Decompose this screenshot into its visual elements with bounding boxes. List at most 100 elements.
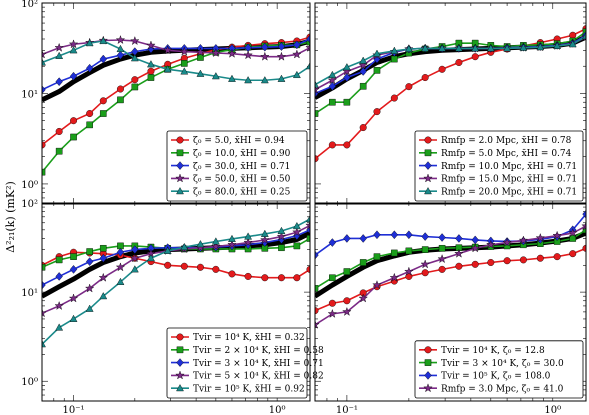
data-point [438,233,446,242]
data-point [553,41,562,49]
data-point [211,241,221,251]
data-point [305,220,310,230]
data-point [277,226,286,234]
data-point [327,308,338,318]
data-point [536,43,545,51]
data-point [343,268,351,275]
data-point [342,63,351,71]
panel-frame [41,2,311,205]
legend-marker [424,161,432,170]
data-point [54,42,64,52]
data-point [163,246,172,254]
data-point [581,221,586,231]
data-point [455,58,463,66]
data-point [84,283,95,293]
legend-marker [424,136,432,144]
data-point [343,234,351,243]
data-point [86,248,93,255]
legend-marker [423,173,433,183]
data-point [315,319,320,329]
panel-frame [41,202,311,402]
data-point [486,44,495,52]
legend-label: Tvir = 3 × 10⁴ K, ζ₀ = 30.0 [441,359,564,369]
data-point [358,293,368,303]
data-point [486,239,496,249]
legend-label: Tvir = 3 × 10⁴ K, x̄HI = 0.71 [193,359,324,369]
data-point [196,69,205,77]
data-point [437,254,447,264]
legend: Rmfp = 2.0 Mpc, x̄HI = 0.78 Rmfp = 5.0 Mp… [414,130,584,202]
data-point [389,272,400,282]
data-point [455,234,463,243]
data-point [552,230,562,240]
data-point [211,237,220,245]
data-point [42,85,46,95]
data-point [131,76,139,84]
data-point [421,232,429,241]
data-point [261,42,269,52]
legend-marker [423,383,433,393]
data-point [117,96,124,104]
data-point [359,83,367,90]
legend-marker [176,333,184,341]
data-point [359,234,367,243]
panel-frame [314,2,587,205]
data-point [359,259,367,266]
data-point [147,67,155,75]
legend-marker [424,359,432,366]
legend-label: Tvir = 10⁵ K, ζ₀ = 108.0 [441,372,551,382]
legend-marker [424,371,432,380]
data-point [503,257,511,265]
data-point [42,308,47,318]
data-point [503,44,512,52]
data-point [343,98,351,106]
legend-marker [175,173,185,183]
legend-box [414,130,584,202]
data-point [306,235,310,242]
data-point [438,265,446,273]
data-point [85,257,94,266]
data-point [42,263,46,271]
data-point [116,44,125,53]
data-point [116,85,124,93]
y-tick-label: 10¹ [21,89,38,100]
panel-frame [314,202,587,402]
data-point [471,39,479,47]
panel-top-left: 10² 10¹ 10⁰ ζ₀ = 5.0, x̄HI = 0.94 ζ₀ = 10.0,… [21,0,311,205]
data-point [438,44,446,52]
y-tick-label: 10² [21,0,38,10]
data-point [55,272,63,281]
data-point [582,244,586,252]
data-point [390,46,399,54]
data-point [244,232,252,240]
data-point [85,304,94,312]
data-point [99,36,108,45]
data-point [116,247,125,257]
legend-label: Rmfp = 20.0 Mpc, x̄HI = 0.71 [441,187,577,197]
data-point [54,300,64,310]
x-tick-label: 10⁰ [269,405,286,415]
data-point [261,274,269,282]
legend-label: Rmfp = 10.0 Mpc, x̄HI = 0.71 [441,162,577,172]
data-point [260,76,269,84]
data-point [455,44,463,52]
data-point [227,48,237,58]
data-point [373,49,381,57]
y-tick-label: 10¹ [21,288,38,299]
series-line [42,39,310,58]
data-point [359,124,367,132]
data-point [390,94,398,102]
plot-area [42,33,310,176]
legend-label: ζ₀ = 80.0, x̄HI = 0.25 [193,187,291,197]
legend-label: Tvir = 10⁴ K, x̄HI = 0.32 [193,333,305,343]
data-point [343,73,351,82]
data-point [342,306,352,316]
panels: 10² 10¹ 10⁰ ζ₀ = 5.0, x̄HI = 0.94 ζ₀ = 10.0,… [21,0,587,415]
data-point [55,323,64,331]
data-point [421,246,429,253]
data-point [55,51,64,59]
legend: ζ₀ = 5.0, x̄HI = 0.94 ζ₀ = 10.0, x̄HI = 0… [166,130,308,202]
data-point [327,75,338,85]
data-point [196,263,204,271]
data-point [518,235,529,245]
